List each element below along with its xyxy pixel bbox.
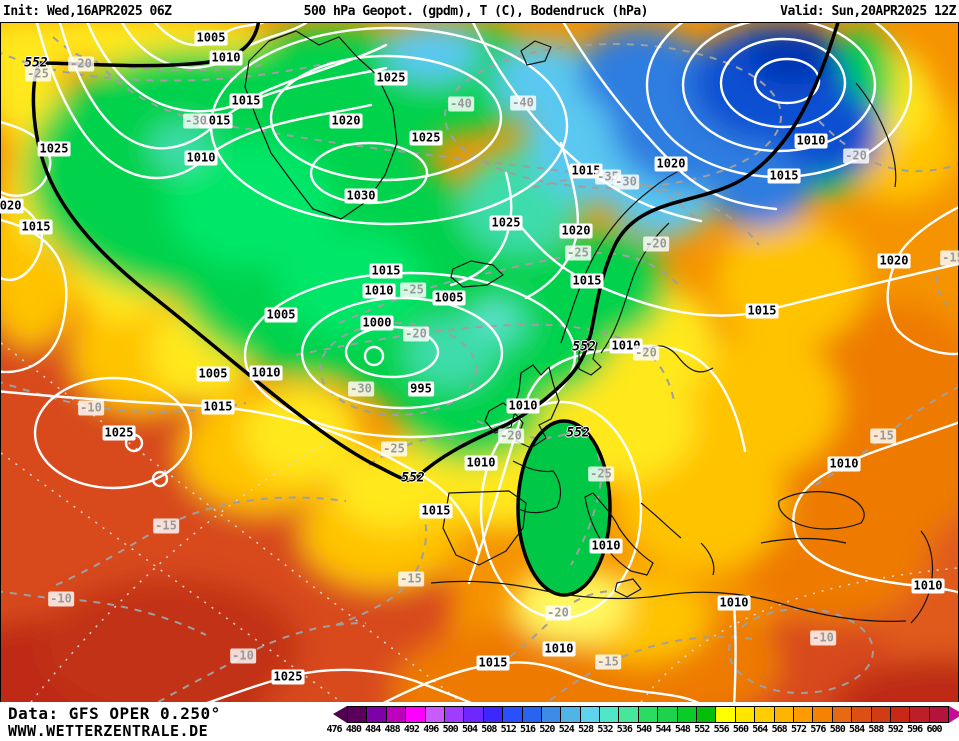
colorbar-tick: 516	[520, 724, 536, 735]
colorbar-box	[444, 707, 465, 722]
colorbar-box	[619, 707, 639, 722]
colorbar-box	[464, 707, 484, 722]
colorbar-box	[871, 707, 891, 722]
colorbar-tick: 484	[365, 724, 381, 735]
colorbar-tick: 540	[636, 724, 652, 735]
colorbar-box	[910, 707, 930, 722]
colorbar-tick: 512	[500, 724, 517, 735]
valid-time-label: Valid: Sun,20APR2025 12Z	[780, 3, 956, 19]
chart-variables-label: 500 hPa Geopot. (gpdm), T (C), Bodendruc…	[303, 3, 649, 19]
colorbar-box	[852, 707, 872, 722]
graticule-layer	[1, 342, 958, 702]
colorbar-box	[716, 707, 736, 722]
colorbar-tick: 596	[907, 724, 923, 735]
weather-map-canvas	[1, 23, 958, 702]
colorbar-box	[832, 707, 853, 722]
init-time-label: Init: Wed,16APR2025 06Z	[3, 3, 172, 19]
website-label: WWW.WETTERZENTRALE.DE	[8, 722, 209, 740]
colorbar-box	[774, 707, 794, 722]
colorbar-box	[658, 707, 678, 722]
colorbar-box	[697, 707, 717, 722]
colorbar-tick: 600	[926, 724, 942, 735]
colorbar-tick: 568	[771, 724, 788, 735]
colorbar-box	[580, 707, 601, 722]
colorbar-tick: 592	[887, 724, 904, 735]
colorbar-tick: 520	[539, 724, 555, 735]
colorbar-tick: 504	[461, 724, 478, 735]
colorbar-tick: 548	[674, 724, 691, 735]
colorbar-tick: 556	[713, 724, 730, 735]
colorbar-tick: 528	[578, 724, 594, 735]
colorbar-tick: 496	[423, 724, 439, 735]
colorbar-tick: 536	[616, 724, 633, 735]
colorbar-box	[755, 707, 775, 722]
colorbar-box	[503, 707, 523, 722]
data-source-label: Data: GFS OPER 0.250°	[8, 704, 221, 723]
colorbar-tick: 480	[345, 724, 362, 735]
colorbar-box	[522, 707, 542, 722]
colorbar-box	[600, 707, 620, 722]
colorbar-box	[890, 707, 911, 722]
colorbar-box	[367, 707, 387, 722]
colorbar-tick: 588	[868, 724, 884, 735]
colorbar-tick: 488	[384, 724, 401, 735]
colorbar-right-arrow	[949, 706, 959, 723]
colorbar-tick: 584	[849, 724, 865, 735]
colorbar-tick: 572	[790, 724, 807, 735]
colorbar-left-arrow	[333, 706, 347, 723]
colorbar-tick: 564	[752, 724, 768, 735]
colorbar-tick: 476	[326, 724, 342, 735]
colorbar-box	[735, 707, 756, 722]
colorbar-boxes	[347, 706, 949, 723]
colorbar-tick: 576	[810, 724, 826, 735]
colorbar-box	[677, 707, 698, 722]
thickness-552-contour	[31, 23, 840, 597]
colorbar-tick: 560	[732, 724, 749, 735]
colorbar-box	[793, 707, 814, 722]
colorbar	[333, 706, 959, 723]
colorbar-box	[386, 707, 407, 722]
colorbar-box	[813, 707, 833, 722]
colorbar-box	[541, 707, 562, 722]
colorbar-tick: 524	[558, 724, 575, 735]
colorbar-ticks: 476 480 484 488 492 496 500 504 508 512 516 520 524 5…	[326, 724, 942, 738]
colorbar-box	[348, 707, 368, 722]
colorbar-tick: 500	[442, 724, 459, 735]
colorbar-tick: 532	[597, 724, 613, 735]
weather-map: 1005 1010 1015 1015 1010 1020 1025 1025 1030 1025…	[0, 22, 959, 703]
footer-bar: Data: GFS OPER 0.250° WWW.WETTERZENTRALE…	[0, 702, 959, 741]
colorbar-tick: 580	[829, 724, 846, 735]
title-bar: Init: Wed,16APR2025 06Z 500 hPa Geopot. …	[0, 0, 959, 22]
colorbar-tick: 544	[655, 724, 672, 735]
colorbar-box	[561, 707, 581, 722]
colorbar-box	[483, 707, 504, 722]
mediterranean-cold-pool-fill	[518, 421, 610, 595]
colorbar-tick: 552	[694, 724, 710, 735]
colorbar-tick: 508	[481, 724, 497, 735]
colorbar-box	[425, 707, 445, 722]
colorbar-box	[929, 707, 949, 722]
colorbar-box	[638, 707, 659, 722]
colorbar-tick: 492	[403, 724, 420, 735]
colorbar-box	[406, 707, 426, 722]
